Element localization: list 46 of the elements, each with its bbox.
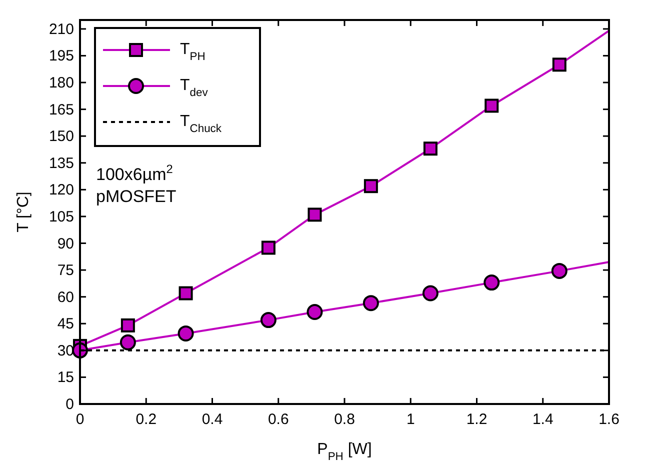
y-tick-label: 90 bbox=[57, 235, 74, 252]
legend-label: T$_{PH}$ bbox=[180, 41, 206, 63]
annotation: pMOSFET bbox=[96, 187, 176, 206]
point bbox=[484, 98, 499, 113]
point bbox=[552, 58, 566, 72]
x-tick-label: 0.8 bbox=[334, 411, 355, 428]
point bbox=[178, 286, 193, 300]
x-tick-label: 1.2 bbox=[466, 411, 488, 428]
legend-label: T$_{Chuck}$ bbox=[180, 113, 222, 135]
x-tick-label: 1 bbox=[406, 411, 415, 428]
point bbox=[261, 240, 276, 255]
y-tick-label: 75 bbox=[57, 262, 74, 280]
point bbox=[484, 274, 500, 291]
y-tick-label: 135 bbox=[48, 154, 74, 172]
x-tick-label: 0.6 bbox=[268, 411, 289, 428]
x-tick-label: 0 bbox=[76, 411, 84, 428]
y-tick-label: 195 bbox=[48, 48, 74, 65]
point bbox=[120, 334, 136, 350]
legend-label: T$_{dev}$ bbox=[180, 77, 208, 99]
point bbox=[364, 179, 378, 194]
point bbox=[423, 142, 438, 156]
y-tick-label: 105 bbox=[48, 208, 74, 226]
y-tick-label: 15 bbox=[57, 369, 74, 386]
point bbox=[120, 318, 135, 332]
x-axis-title: P$_{PH}$ [W] bbox=[317, 441, 372, 463]
y-axis-title: T [°C] bbox=[15, 192, 32, 232]
point bbox=[422, 285, 438, 302]
point bbox=[551, 262, 568, 279]
x-tick-label: 1.6 bbox=[598, 411, 620, 428]
point bbox=[308, 208, 322, 222]
x-tick-label: 0.4 bbox=[202, 411, 223, 428]
annotation: 100x6µm$^{2}$ bbox=[96, 162, 174, 184]
point bbox=[306, 304, 323, 320]
point bbox=[178, 325, 194, 342]
y-tick-label: 120 bbox=[48, 182, 74, 199]
point bbox=[260, 312, 276, 328]
y-tick-label: 210 bbox=[48, 20, 74, 38]
y-tick-label: 150 bbox=[48, 128, 74, 146]
x-tick-label: 0.2 bbox=[136, 411, 157, 428]
y-tick-label: 165 bbox=[48, 101, 74, 118]
x-tick-label: 1.4 bbox=[532, 411, 554, 428]
y-tick-label: 45 bbox=[57, 316, 74, 333]
y-tick-label: 180 bbox=[48, 74, 74, 92]
y-tick-label: 60 bbox=[57, 288, 74, 306]
y-tick-label: 0 bbox=[66, 396, 74, 413]
point bbox=[362, 295, 379, 312]
